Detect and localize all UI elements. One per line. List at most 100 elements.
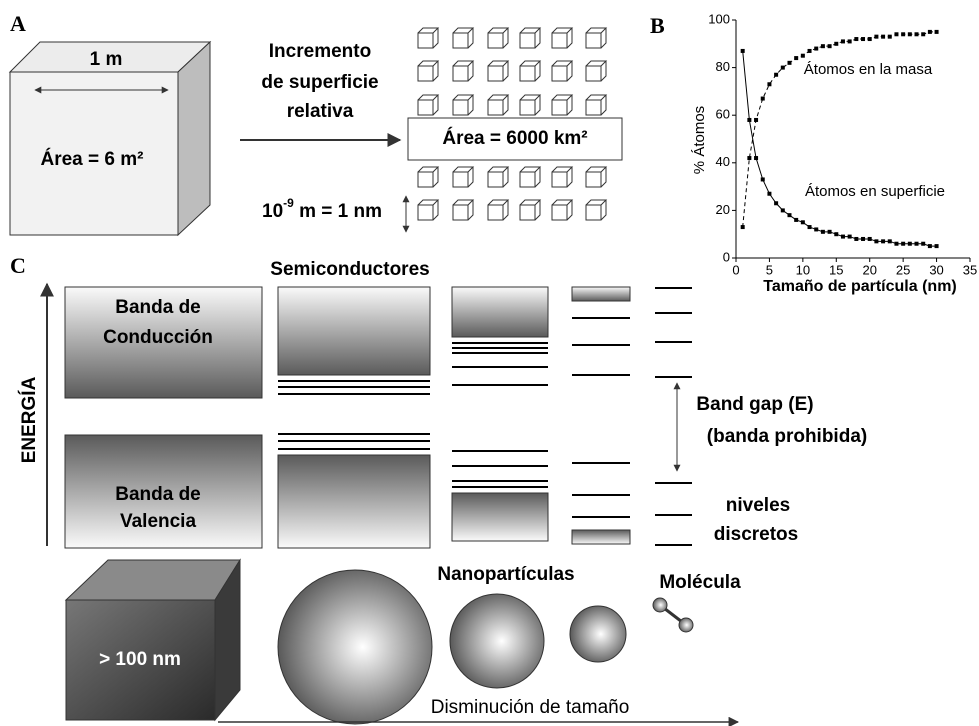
point	[801, 54, 805, 58]
x-tick-label: 35	[963, 262, 977, 277]
small-cube	[552, 28, 572, 48]
small-cube	[488, 167, 508, 187]
point	[861, 237, 865, 241]
point	[861, 37, 865, 41]
small-cube	[586, 28, 606, 48]
point	[868, 37, 872, 41]
small-cube	[520, 200, 540, 220]
area-label: Área = 6 m²	[41, 148, 144, 170]
point	[881, 239, 885, 243]
point	[848, 235, 852, 239]
x-tick-label: 20	[862, 262, 876, 277]
band-gap-label: Band gap (E)	[696, 394, 813, 415]
small-cube	[453, 167, 473, 187]
small-cube	[453, 61, 473, 81]
point	[848, 39, 852, 43]
point	[868, 237, 872, 241]
point	[801, 220, 805, 224]
point	[747, 118, 751, 122]
point	[894, 32, 898, 36]
point	[901, 32, 905, 36]
small-cube	[552, 167, 572, 187]
point	[741, 225, 745, 229]
levels-text: discretos	[714, 524, 798, 545]
point	[901, 242, 905, 246]
point	[828, 44, 832, 48]
layout	[10, 28, 738, 724]
y-tick-label: 40	[716, 154, 730, 169]
point	[874, 239, 878, 243]
point	[787, 213, 791, 217]
point	[821, 44, 825, 48]
point	[888, 35, 892, 39]
small-cube	[418, 200, 438, 220]
point	[761, 177, 765, 181]
series-annotation: Átomos en superficie	[805, 183, 945, 200]
y-tick-label: 80	[716, 59, 730, 74]
small-cube	[453, 200, 473, 220]
small-cube	[520, 95, 540, 115]
small-cube	[488, 28, 508, 48]
x-axis-label: Tamaño de partícula (nm)	[763, 278, 957, 295]
energy-label: ENERGÍA	[18, 376, 40, 463]
point	[787, 61, 791, 65]
point	[928, 244, 932, 248]
point	[754, 118, 758, 122]
band-text: Valencia	[120, 511, 196, 532]
bulk-label: > 100 nm	[99, 649, 181, 670]
small-cube	[488, 200, 508, 220]
scale-base: 10	[262, 201, 283, 222]
point	[774, 73, 778, 77]
point	[921, 32, 925, 36]
point	[841, 39, 845, 43]
point	[781, 208, 785, 212]
small-cube	[586, 95, 606, 115]
small-cube	[418, 95, 438, 115]
figure: A 1 m Área = 6 m² Incremento de superfic…	[0, 0, 979, 726]
panel-label: C	[10, 253, 26, 278]
point	[894, 242, 898, 246]
decrease-label: Disminución de tamaño	[431, 697, 630, 718]
band-text: Banda de	[115, 484, 201, 505]
x-tick-label: 0	[732, 262, 739, 277]
band-gap-note: (banda prohibida)	[707, 426, 867, 447]
y-tick-label: 60	[716, 107, 730, 122]
small-cube	[488, 95, 508, 115]
point	[761, 97, 765, 101]
small-cube	[418, 167, 438, 187]
title: Semiconductores	[270, 259, 429, 280]
molecule-label: Molécula	[659, 572, 741, 593]
point	[821, 230, 825, 234]
x-tick-label: 25	[896, 262, 910, 277]
point	[814, 47, 818, 51]
small-cube	[453, 95, 473, 115]
panel-label: A	[10, 11, 26, 36]
point	[828, 230, 832, 234]
small-cube	[453, 28, 473, 48]
increment-text: relativa	[287, 101, 354, 122]
point	[774, 201, 778, 205]
small-cube	[418, 61, 438, 81]
point	[808, 49, 812, 53]
small-cube	[552, 61, 572, 81]
point	[794, 218, 798, 222]
x-tick-label: 10	[796, 262, 810, 277]
y-tick-label: 20	[716, 202, 730, 217]
point	[754, 156, 758, 160]
panel-label: B	[650, 13, 665, 38]
point	[808, 225, 812, 229]
point	[841, 235, 845, 239]
point	[854, 37, 858, 41]
y-axis-label: % Átomos	[691, 106, 708, 174]
increment-text: Incremento	[269, 41, 371, 62]
y-tick-label: 100	[708, 11, 730, 26]
area-label: Área = 6000 km²	[442, 127, 587, 149]
x-tick-label: 15	[829, 262, 843, 277]
point	[854, 237, 858, 241]
side-label: 1 m	[90, 49, 123, 70]
x-tick-label: 30	[929, 262, 943, 277]
small-cube	[586, 61, 606, 81]
small-cube	[586, 167, 606, 187]
point	[794, 56, 798, 60]
